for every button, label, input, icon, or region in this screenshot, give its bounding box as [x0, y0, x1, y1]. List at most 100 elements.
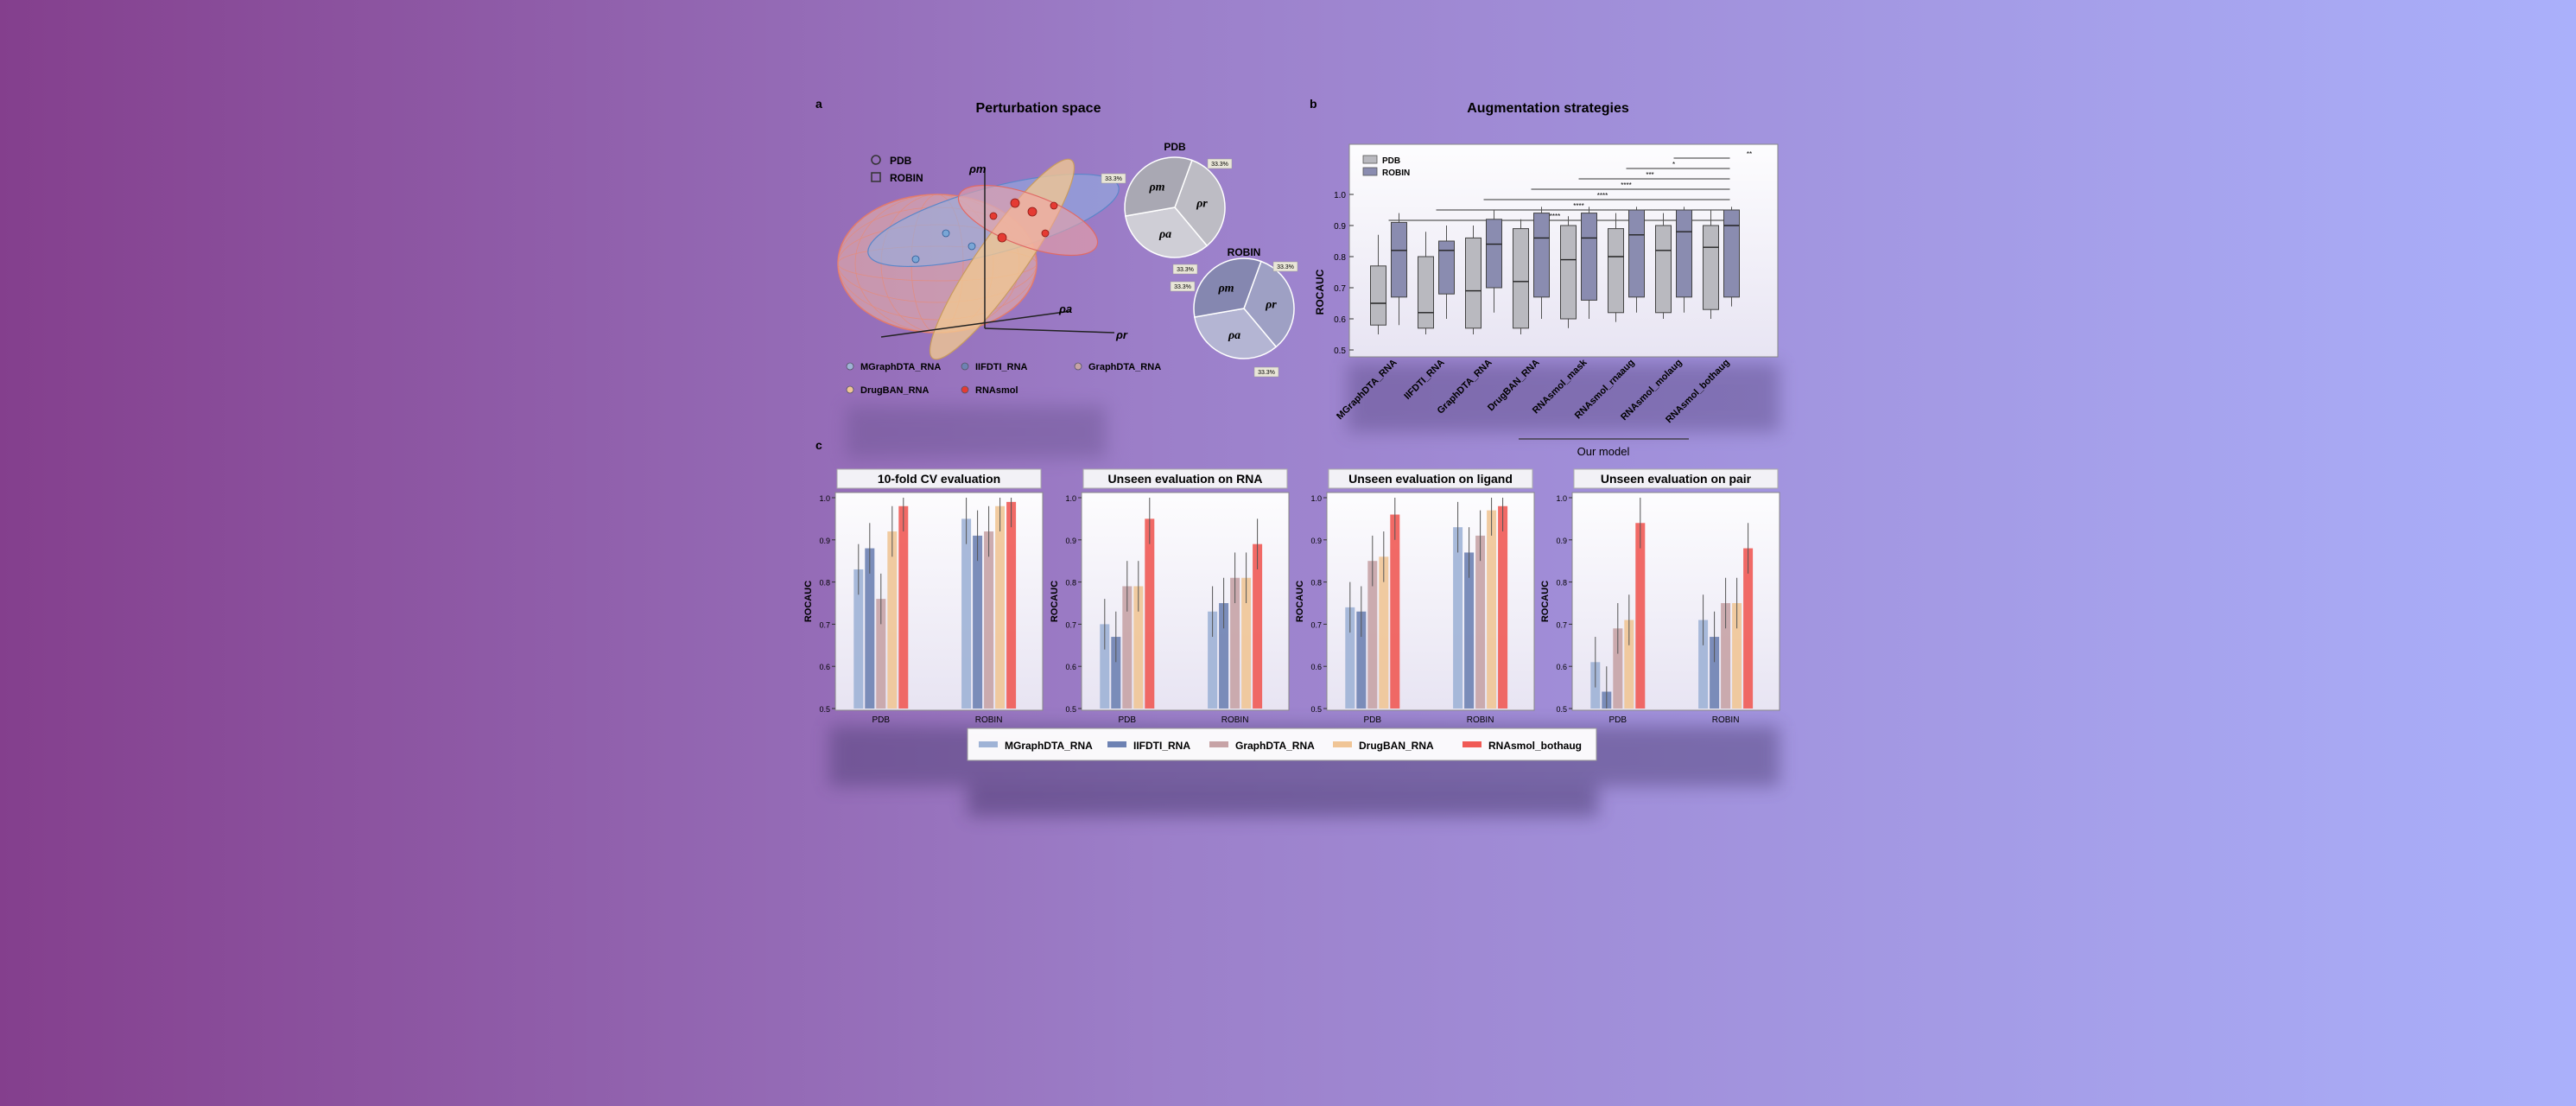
pie-pdb-tag-0: 33.3%: [1105, 176, 1122, 182]
pie-robin-tag-1: 33.3%: [1277, 264, 1294, 270]
c-ytick-label: 0.8: [819, 579, 830, 588]
b-sig-mark: ***: [1646, 171, 1653, 179]
c-xtick-label: PDB: [1609, 715, 1627, 725]
b-ytick-label: 0.9: [1334, 222, 1346, 232]
c-xtick-label: PDB: [1119, 715, 1137, 725]
c-bar-1-1-2: [1230, 577, 1240, 709]
c-title-box: [1573, 468, 1779, 489]
c-ytick-label: 1.0: [1065, 494, 1076, 503]
b-box-robin-6: [1676, 209, 1692, 298]
pie-pdb-slice-2: [1124, 156, 1193, 217]
c-ytick-label: 0.9: [1065, 537, 1076, 545]
c-title-box: [836, 468, 1042, 489]
b-sig-mark: ****: [1597, 192, 1608, 200]
c-title-2: Unseen evaluation on ligand: [1348, 472, 1513, 486]
pie-robin-slice-label-0: ρr: [1265, 298, 1277, 311]
c-bar-2-1-1: [1464, 552, 1475, 709]
axis-pm-label: ρm: [968, 162, 987, 175]
panel-a-letter: a: [815, 97, 822, 111]
legend-a-1: IIFDTI_RNA: [975, 362, 1028, 372]
pie-robin-slice-1: [1194, 308, 1278, 359]
c-bar-0-0-0: [853, 569, 864, 709]
c-bar-2-1-0: [1453, 527, 1463, 709]
c-bar-2-1-2: [1475, 535, 1486, 709]
c-bar-3-1-2: [1721, 603, 1731, 709]
pie-robin-tag-0: 33.3%: [1174, 284, 1191, 290]
c-ylabel: ROCAUC: [803, 581, 814, 622]
c-ytick-label: 0.6: [1310, 663, 1322, 671]
panel-c: c 10-fold CV evaluation ROCAUC 1.0 0.9 0.8 0.…: [803, 438, 1780, 761]
c-chart-3: Unseen evaluation on pair ROCAUC 1.0 0.9 0.8…: [1540, 468, 1780, 725]
c-legend-label-0: MGraphDTA_RNA: [1005, 740, 1093, 752]
c-bar-1-1-4: [1253, 543, 1263, 709]
c-bar-3-1-3: [1732, 603, 1742, 709]
c-bar-0-0-3: [887, 531, 898, 709]
c-xtick-label: PDB: [872, 715, 891, 725]
legend-a-3: DrugBAN_RNA: [860, 385, 930, 396]
c-ytick-label: 0.7: [819, 620, 830, 629]
perturbation-ellipsoids: ρm ρr ρa: [837, 158, 1128, 360]
b-sig-mark: ****: [1573, 202, 1583, 210]
c-bar-2-0-3: [1379, 556, 1389, 709]
c-ytick-label: 1.0: [1310, 494, 1322, 503]
c-bar-1-0-1: [1111, 637, 1121, 709]
legend-pdb-label: PDB: [890, 155, 912, 167]
legend-circle-icon: [871, 155, 881, 165]
pie-pdb-slice-0: [1174, 159, 1226, 247]
panel-b-legend-robin: ROBIN: [1382, 168, 1410, 178]
pie-pdb-tag-1: 33.3%: [1211, 162, 1228, 168]
b-sig-mark: **: [1747, 150, 1752, 158]
c-ytick-label: 0.7: [1065, 620, 1076, 629]
b-box-pdb-2: [1465, 237, 1482, 329]
pie-pdb-slice-1: [1125, 207, 1209, 258]
pie-robin-slice-0: [1243, 260, 1295, 348]
c-ytick-label: 0.8: [1065, 579, 1076, 588]
c-bar-2-0-0: [1345, 607, 1355, 709]
c-bar-2-1-4: [1498, 505, 1508, 709]
c-bar-1-0-0: [1100, 624, 1110, 709]
pie-robin-slice-2: [1193, 257, 1262, 318]
panel-b-legend-pdb-swatch: [1362, 155, 1378, 164]
panel-b-letter: b: [1310, 97, 1317, 111]
b-box-robin-1: [1438, 240, 1455, 295]
legend-square-icon: [871, 172, 881, 182]
pie-pdb-slice-label-0: ρr: [1196, 197, 1208, 210]
b-sig-mark: *: [1672, 161, 1675, 168]
legend-robin-label: ROBIN: [890, 172, 923, 184]
legend-a-2: GraphDTA_RNA: [1088, 362, 1161, 372]
c-bar-0-1-2: [984, 531, 994, 709]
pie-pdb-slice-label-2: ρm: [1148, 181, 1164, 194]
c-legend-swatch-4: [1462, 741, 1482, 747]
b-sig-mark: ****: [1621, 181, 1631, 189]
c-title-0: 10-fold CV evaluation: [878, 472, 1000, 486]
c-bar-0-0-2: [876, 599, 886, 709]
c-bar-2-0-2: [1367, 561, 1378, 709]
b-xtick-label: MGraphDTA_RNA: [1335, 358, 1399, 422]
pie-pdb-tag-2: 33.3%: [1177, 267, 1194, 273]
pie-robin: ROBIN ρr ρa ρm 33.3% 33.3% 33.3%: [1170, 246, 1298, 378]
c-bar-3-0-4: [1635, 523, 1646, 709]
b-box-pdb-6: [1655, 225, 1672, 314]
c-xtick-label: PDB: [1364, 715, 1382, 725]
b-xtick-label: IIFDTI_RNA: [1402, 358, 1446, 402]
panel-b: b Augmentation strategies ROCAUC 1.0 0.9 0…: [1310, 97, 1779, 458]
pie-robin-slice-label-1: ρa: [1228, 329, 1240, 342]
b-box-pdb-5: [1608, 228, 1624, 314]
b-box-pdb-3: [1513, 228, 1529, 329]
c-ytick-label: 1.0: [1556, 494, 1567, 503]
c-bar-0-1-3: [995, 505, 1006, 709]
panel-c-letter: c: [815, 438, 822, 452]
panel-a-title: Perturbation space: [976, 101, 1101, 116]
c-xtick-label: ROBIN: [975, 715, 1003, 725]
pie-pdb-title: PDB: [1164, 141, 1186, 153]
c-legend-label-2: GraphDTA_RNA: [1235, 740, 1315, 752]
c-bar-0-0-1: [865, 548, 875, 709]
our-model-label: Our model: [1577, 445, 1630, 458]
panel-a: a Perturbation space PDB ROBIN: [815, 97, 1298, 396]
c-ytick-label: 0.6: [1556, 663, 1567, 671]
c-legend-swatch-2: [1209, 741, 1228, 747]
c-title-box: [1328, 468, 1533, 489]
c-legend-label-1: IIFDTI_RNA: [1133, 740, 1190, 752]
